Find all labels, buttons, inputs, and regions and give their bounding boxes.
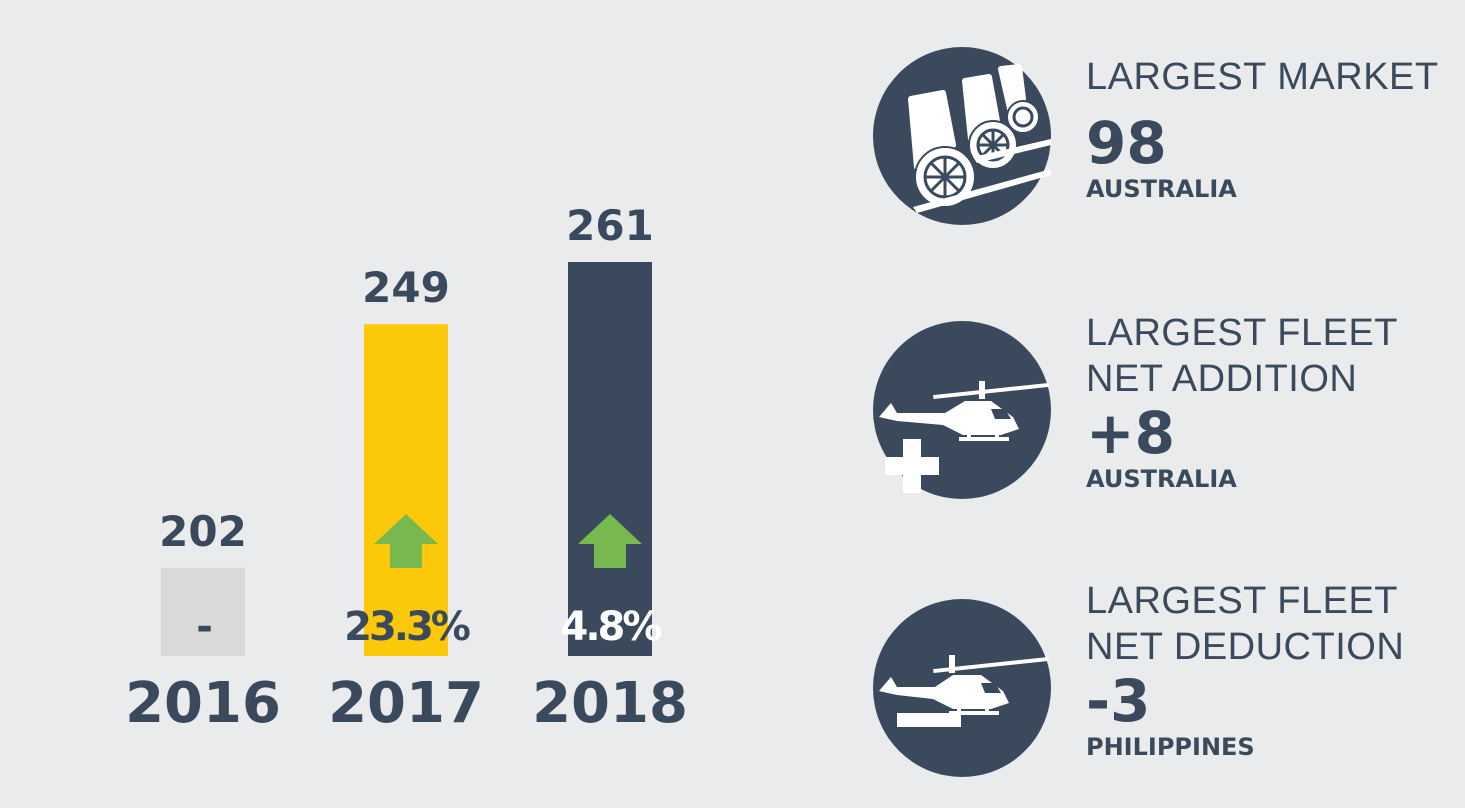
stat-value: +8 — [1086, 399, 1175, 467]
bar-2018 — [568, 262, 652, 656]
stat-heading: LARGEST FLEET NET ADDITION — [1086, 312, 1399, 400]
bar-value-label: 261 — [566, 201, 654, 250]
stat-largest-fleet-net-deduction: LARGEST FLEET NET DEDUCTION -3 PHILIPPIN… — [1086, 578, 1456, 762]
stat-largest-fleet-net-addition: LARGEST FLEET NET ADDITION +8 AUSTRALIA — [1086, 310, 1456, 494]
up-arrow-icon — [578, 514, 642, 568]
growth-label: 23.3% — [344, 604, 470, 650]
helicopter-minus-icon — [873, 599, 1051, 777]
helicopter-plus-icon — [873, 321, 1051, 499]
fleet-bar-chart: 202 2016 - 249 2017 23.3% 261 2018 4.8% — [125, 201, 688, 736]
stat-value: -3 — [1086, 667, 1151, 735]
stat-country: PHILIPPINES — [1086, 733, 1255, 761]
wheelchair-seats-icon — [873, 47, 1051, 225]
bar-value-label: 202 — [159, 507, 247, 556]
growth-label: - — [196, 604, 211, 650]
stat-country: AUSTRALIA — [1086, 175, 1237, 203]
year-label: 2016 — [125, 671, 281, 736]
year-label: 2018 — [532, 671, 688, 736]
stat-country: AUSTRALIA — [1086, 465, 1237, 493]
stat-value: 98 — [1086, 109, 1167, 177]
stat-heading: LARGEST MARKET — [1086, 56, 1439, 98]
growth-label: 4.8% — [561, 604, 662, 650]
year-label: 2017 — [328, 671, 484, 736]
stat-largest-market: LARGEST MARKET 98 AUSTRALIA — [1086, 54, 1456, 204]
bar-2017 — [364, 324, 448, 656]
up-arrow-icon — [374, 514, 438, 568]
stat-heading: LARGEST FLEET NET DEDUCTION — [1086, 580, 1405, 668]
bar-value-label: 249 — [362, 263, 450, 312]
bar-2016 — [161, 567, 245, 656]
